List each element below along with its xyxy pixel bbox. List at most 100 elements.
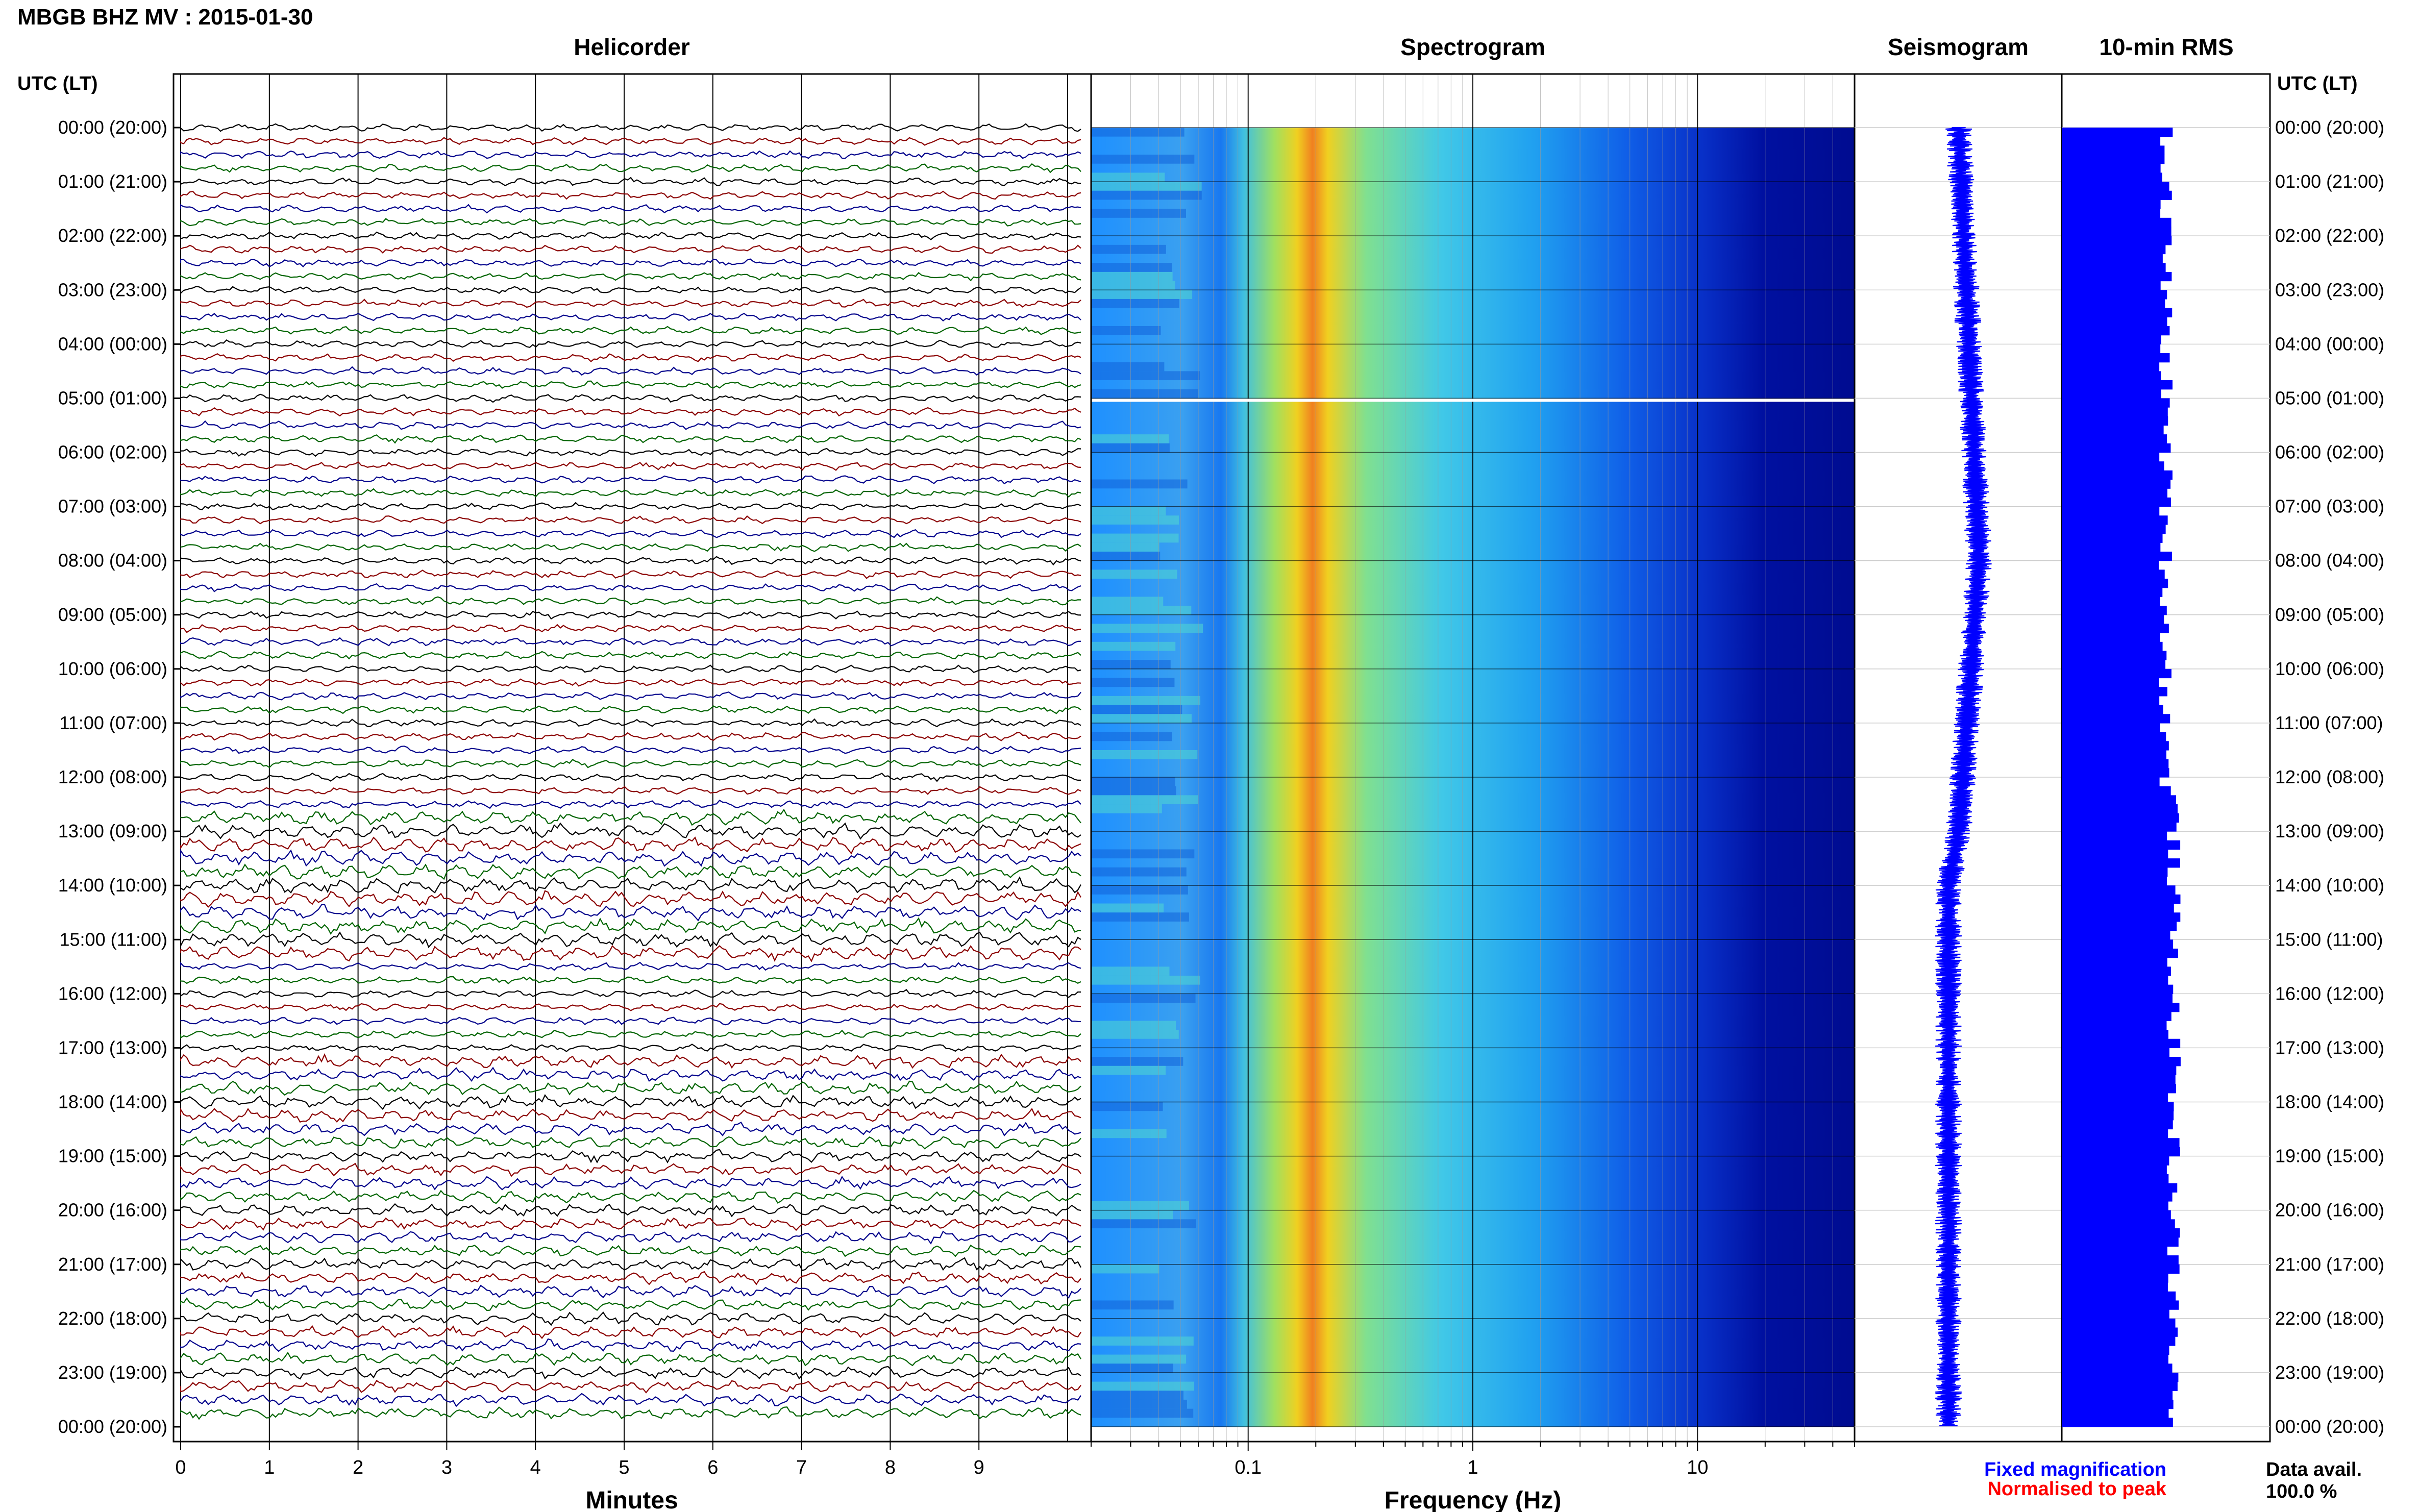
rms-bar [2062,1246,2167,1256]
rms-bar [2062,948,2179,958]
rms-bar [2062,542,2161,552]
rms-bar [2062,407,2168,417]
spectrogram-band [1091,389,1198,399]
helicorder-trace [180,610,1081,620]
spectrogram-band [1091,714,1192,723]
minute-tick-label: 0 [175,1457,186,1478]
helicorder-trace [180,961,1081,971]
helicorder-trace [180,556,1081,566]
hour-label-left: 10:00 (06:00) [58,658,167,679]
helicorder-trace [180,772,1081,782]
spectrogram-band [1091,1364,1173,1373]
hour-label-right: 20:00 (16:00) [2275,1200,2384,1221]
hour-label-left: 05:00 (01:00) [58,387,167,408]
hour-label-left: 06:00 (02:00) [58,442,167,463]
spectrogram-band [1091,1102,1163,1111]
rms-bar [2062,128,2173,137]
legend-fixed-magnification: Fixed magnification [1984,1459,2166,1480]
hour-label-right: 16:00 (12:00) [2275,983,2384,1004]
spectrogram-band [1091,1057,1183,1066]
rms-bar [2062,497,2171,507]
spectrogram-band [1091,804,1162,813]
minute-tick-label: 6 [707,1457,718,1478]
helicorder-trace [180,1393,1081,1407]
spectrogram-band [1091,1399,1187,1409]
rms-bar [2062,1038,2181,1049]
helicorder-trace [180,989,1081,998]
rms-bar [2062,1381,2178,1391]
spectrogram-band [1091,434,1169,443]
spectrogram-band [1091,696,1201,705]
rms-bar [2062,1156,2169,1166]
helicorder-trace [180,1121,1081,1137]
helicorder-trace [180,407,1081,417]
hour-labels-left: 00:00 (20:00) 01:00 (21:00) 02:00 (22:00) 0… [58,117,167,1437]
hour-label-left: 22:00 (18:00) [58,1308,167,1329]
rms-bar [2062,587,2163,597]
rms-bar [2062,506,2160,516]
helicorder-trace [180,502,1081,511]
helicorder-trace [180,678,1081,687]
rms-bar [2062,1273,2168,1283]
hour-label-left: 02:00 (22:00) [58,225,167,246]
helicorder-trace [180,904,1081,922]
spectrogram-band [1091,443,1170,453]
rms-bar [2062,579,2168,588]
hour-label-right: 22:00 (18:00) [2275,1308,2384,1329]
seismogram-panel [1854,73,2063,1443]
helicorder-trace [180,808,1081,826]
rms-bar [2062,1147,2180,1157]
rms-bar [2062,1030,2168,1039]
rms-bar [2062,1065,2177,1076]
rms-bar [2062,1327,2178,1337]
rms-bar [2062,1201,2168,1211]
rms-bar [2062,804,2178,814]
spectrogram-band [1091,190,1202,200]
spectrogram-band [1091,542,1159,552]
helicorder-trace [180,1107,1081,1123]
helicorder-trace [180,515,1081,525]
hour-label-right: 23:00 (19:00) [2275,1362,2384,1383]
rms-bar [2062,524,2166,534]
spectrogram-band [1091,795,1198,805]
panel-title-helicorder: Helicorder [574,34,690,60]
rms-bar [2062,227,2171,236]
hour-label-right: 00:00 (20:00) [2275,117,2384,138]
rms-bar [2062,975,2168,985]
helicorder-trace [180,1149,1081,1163]
spectrogram-band [1091,597,1164,606]
helicorder-trace [180,1217,1081,1231]
rms-bar [2062,723,2160,733]
helicorder-trace [180,917,1081,935]
hour-label-right: 15:00 (11:00) [2275,929,2383,950]
rms-bar [2062,1057,2181,1067]
data-avail-value: 100.0 % [2266,1481,2337,1502]
hour-label-left: 18:00 (14:00) [58,1092,167,1112]
spectrogram-band [1091,281,1175,290]
rms-bar [2062,452,2160,462]
rms-bar [2062,560,2159,570]
rms-bar [2062,190,2172,201]
helicorder-trace [180,1080,1081,1096]
spectrogram-band [1091,1381,1194,1391]
hour-label-right: 06:00 (02:00) [2275,442,2384,463]
rms-bar [2062,876,2167,886]
rms-bar [2062,1048,2170,1057]
helicorder-trace [180,1003,1081,1012]
helicorder-trace [180,1244,1081,1257]
rms-bar [2062,1093,2168,1103]
rms-bar [2062,317,2167,327]
hour-label-left: 04:00 (00:00) [58,333,167,354]
helicorder-trace [180,150,1081,159]
rms-bar [2062,786,2171,796]
rms-bar [2062,678,2159,687]
rms-bar [2062,597,2160,606]
spectrogram-band [1091,271,1173,281]
rms-bar [2062,885,2176,895]
helicorder-trace [180,637,1081,647]
rms-bar [2062,461,2164,471]
rms-bar [2062,1228,2180,1238]
helicorder-trace [180,286,1081,295]
spectrogram-band [1091,1354,1187,1364]
hour-label-right: 07:00 (03:00) [2275,496,2384,517]
